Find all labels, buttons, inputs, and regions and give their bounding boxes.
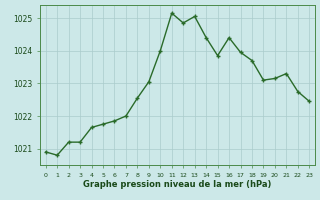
X-axis label: Graphe pression niveau de la mer (hPa): Graphe pression niveau de la mer (hPa) <box>83 180 272 189</box>
